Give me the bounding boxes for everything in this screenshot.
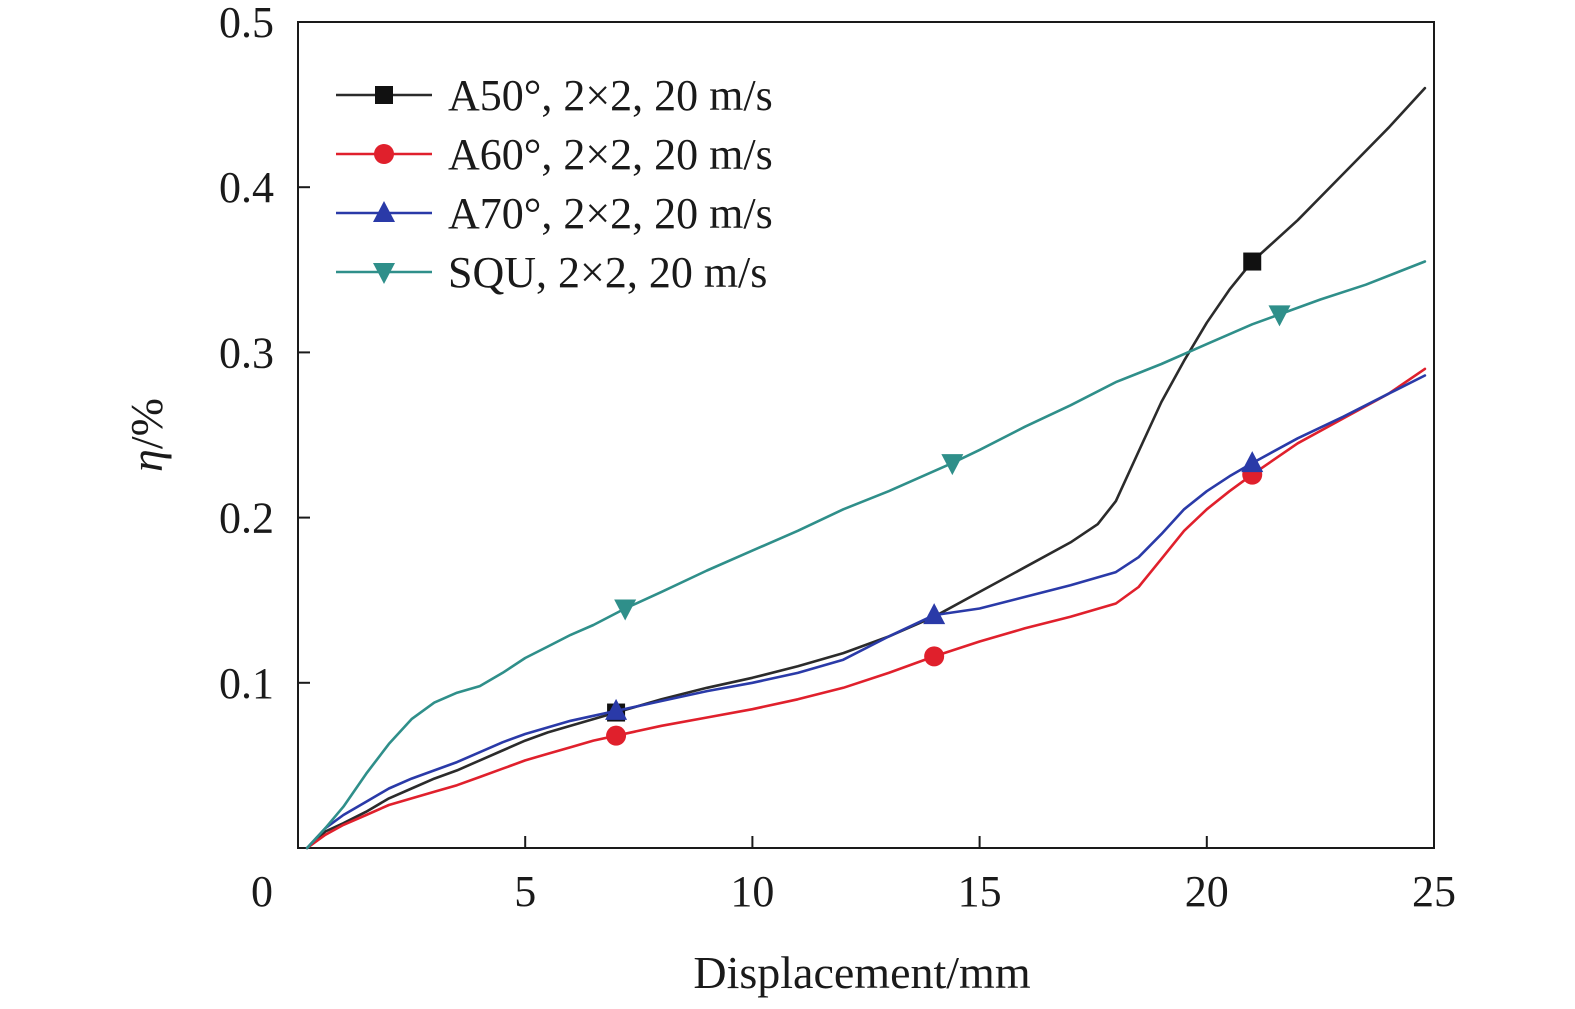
x-tick-label: 5 [514,867,536,916]
plot-frame [297,21,1435,849]
data-point-a70 [605,698,628,720]
y-tick-label: 0.1 [219,659,274,708]
x-tick-label: 0 [251,867,273,916]
data-point-a50 [1243,252,1262,271]
series-group [305,86,1427,850]
legend-label: A70°, 2×2, 20 m/s [448,189,773,238]
data-point-squ [614,599,637,621]
y-axis-unit: /% [121,398,172,449]
y-tick-label: 0.3 [219,328,274,377]
y-axis-symbol: η [121,449,172,472]
data-point-squ [1268,305,1291,327]
x-tick-label: 10 [730,867,774,916]
series-line-squ [305,260,1427,850]
y-tick-label: 0.4 [219,163,274,212]
legend-item-a70: A70°, 2×2, 20 m/s [336,189,773,238]
legend-marker-a70 [373,201,395,222]
y-tick-label: 0.5 [219,0,274,47]
series-line-a70 [305,374,1427,850]
data-point-a60 [606,725,627,746]
data-point-a70 [923,603,946,625]
legend-marker-a60 [374,144,394,164]
legend-item-squ: SQU, 2×2, 20 m/s [336,248,767,297]
legend-label: SQU, 2×2, 20 m/s [448,248,767,297]
data-point-squ [941,454,964,476]
x-tick-label: 25 [1412,867,1456,916]
legend-item-a60: A60°, 2×2, 20 m/s [336,130,773,179]
series-squ [305,260,1427,850]
legend-label: A60°, 2×2, 20 m/s [448,130,773,179]
x-tick-label: 20 [1185,867,1229,916]
axes: 0 5 10 15 20 25 0.1 0.2 0.3 0.4 0.5 [219,0,1456,916]
series-a70 [305,374,1427,850]
y-tick-label: 0.2 [219,494,274,543]
legend: A50°, 2×2, 20 m/s A60°, 2×2, 20 m/s A70°, … [336,71,773,297]
x-axis-title: Displacement/mm [693,947,1030,998]
series-line-a50 [305,86,1427,850]
series-a60 [305,367,1427,850]
legend-marker-squ [373,263,395,284]
legend-label: A50°, 2×2, 20 m/s [448,71,773,120]
x-tick-label: 15 [958,867,1002,916]
y-axis-title: η/% [121,398,172,472]
series-line-a60 [305,367,1427,850]
legend-item-a50: A50°, 2×2, 20 m/s [336,71,773,120]
data-point-a70 [1241,451,1264,473]
legend-marker-a50 [375,86,393,104]
data-point-a60 [924,646,945,667]
